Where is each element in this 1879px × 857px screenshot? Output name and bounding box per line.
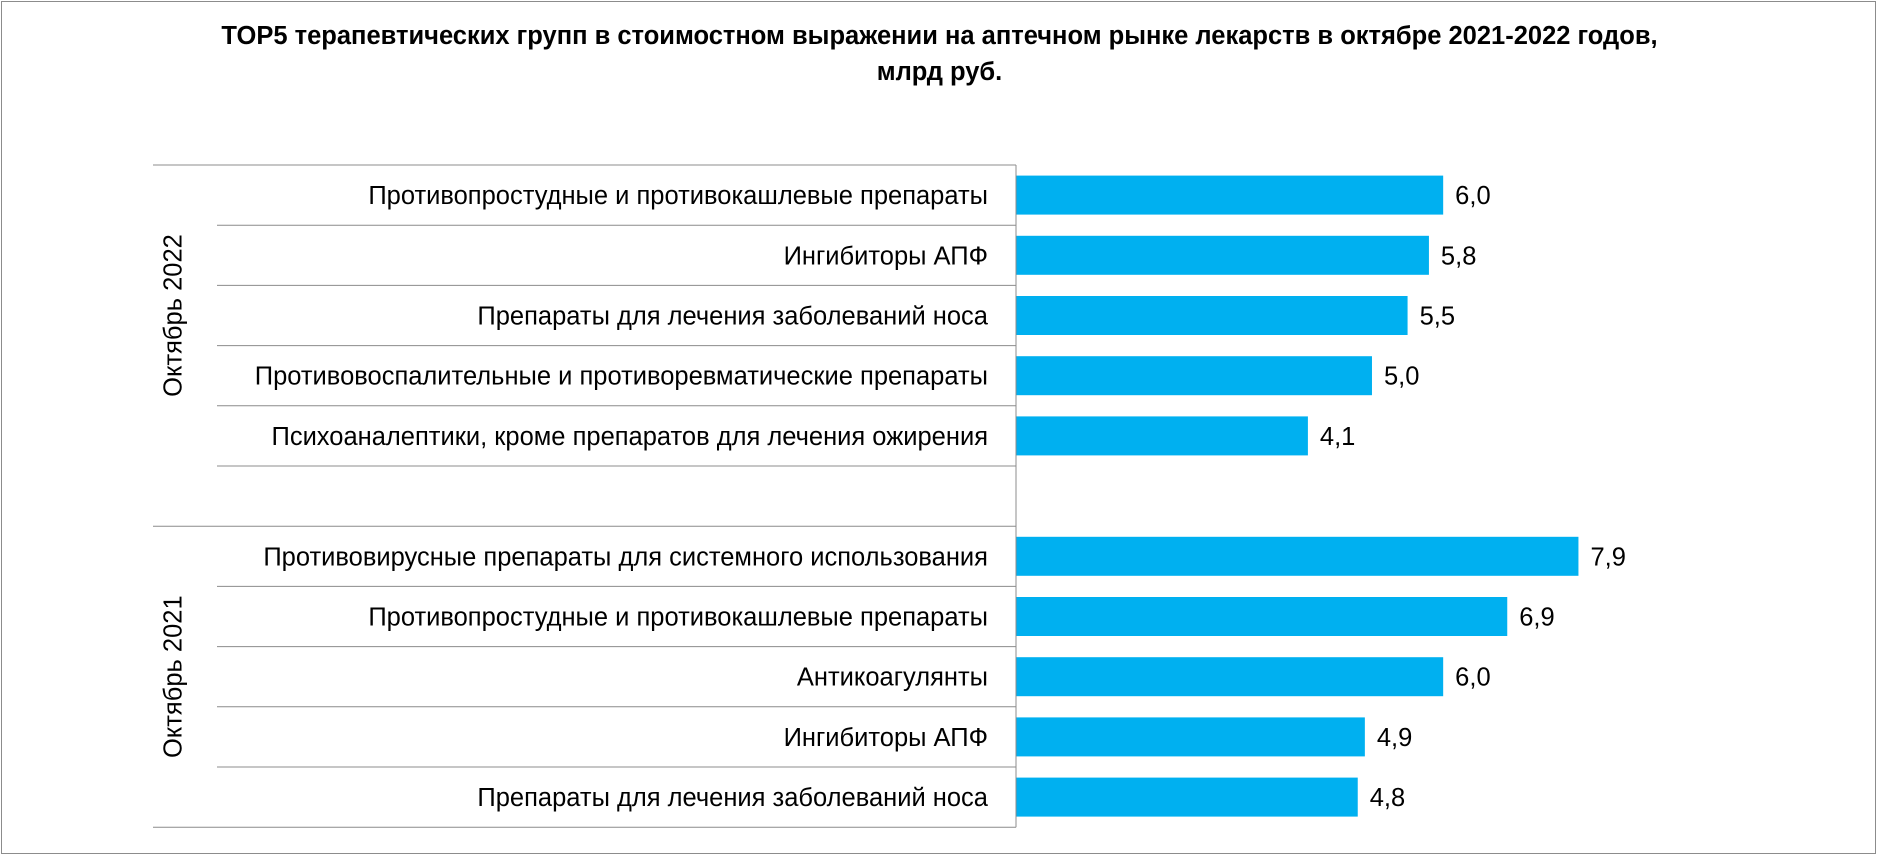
bar [1016,296,1408,335]
value-label: 4,9 [1377,724,1412,752]
value-label: 6,0 [1455,182,1490,210]
category-label: Препараты для лечения заболеваний носа [477,303,988,331]
bar [1016,536,1579,576]
bar [1016,597,1508,636]
value-label: 6,0 [1455,664,1490,692]
category-label: Ингибиторы АПФ [784,242,988,270]
bar [1016,416,1308,456]
bar [1016,235,1429,275]
value-label: 5,8 [1441,242,1476,270]
group-label: Октябрь 2021 [160,595,188,758]
category-label: Антикоагулянты [797,664,988,692]
value-label: 7,9 [1590,543,1625,571]
category-label: Противовоспалительные и противоревматиче… [255,363,988,391]
group-label: Октябрь 2022 [160,234,188,397]
bar [1016,717,1365,757]
category-label: Противопростудные и противокашлевые преп… [368,182,988,210]
bar [1016,777,1358,817]
category-label: Ингибиторы АПФ [784,724,988,752]
category-label: Противовирусные препараты для системного… [263,543,988,571]
value-label: 4,8 [1370,784,1405,812]
bar [1016,175,1444,215]
chart-title: TOP5 терапевтических групп в стоимостном… [0,18,1879,90]
chart-title-line2: млрд руб. [876,58,1003,86]
value-label: 4,1 [1320,423,1355,451]
chart-title-line1: TOP5 терапевтических групп в стоимостном… [221,22,1658,50]
value-label: 5,5 [1420,303,1455,331]
category-label: Препараты для лечения заболеваний носа [477,784,988,812]
bar [1016,657,1444,697]
category-label: Психоаналептики, кроме препаратов для ле… [271,423,988,451]
category-label: Противопростудные и противокашлевые преп… [368,604,988,632]
bar [1016,356,1372,396]
value-label: 5,0 [1384,363,1419,391]
value-label: 6,9 [1519,604,1554,632]
